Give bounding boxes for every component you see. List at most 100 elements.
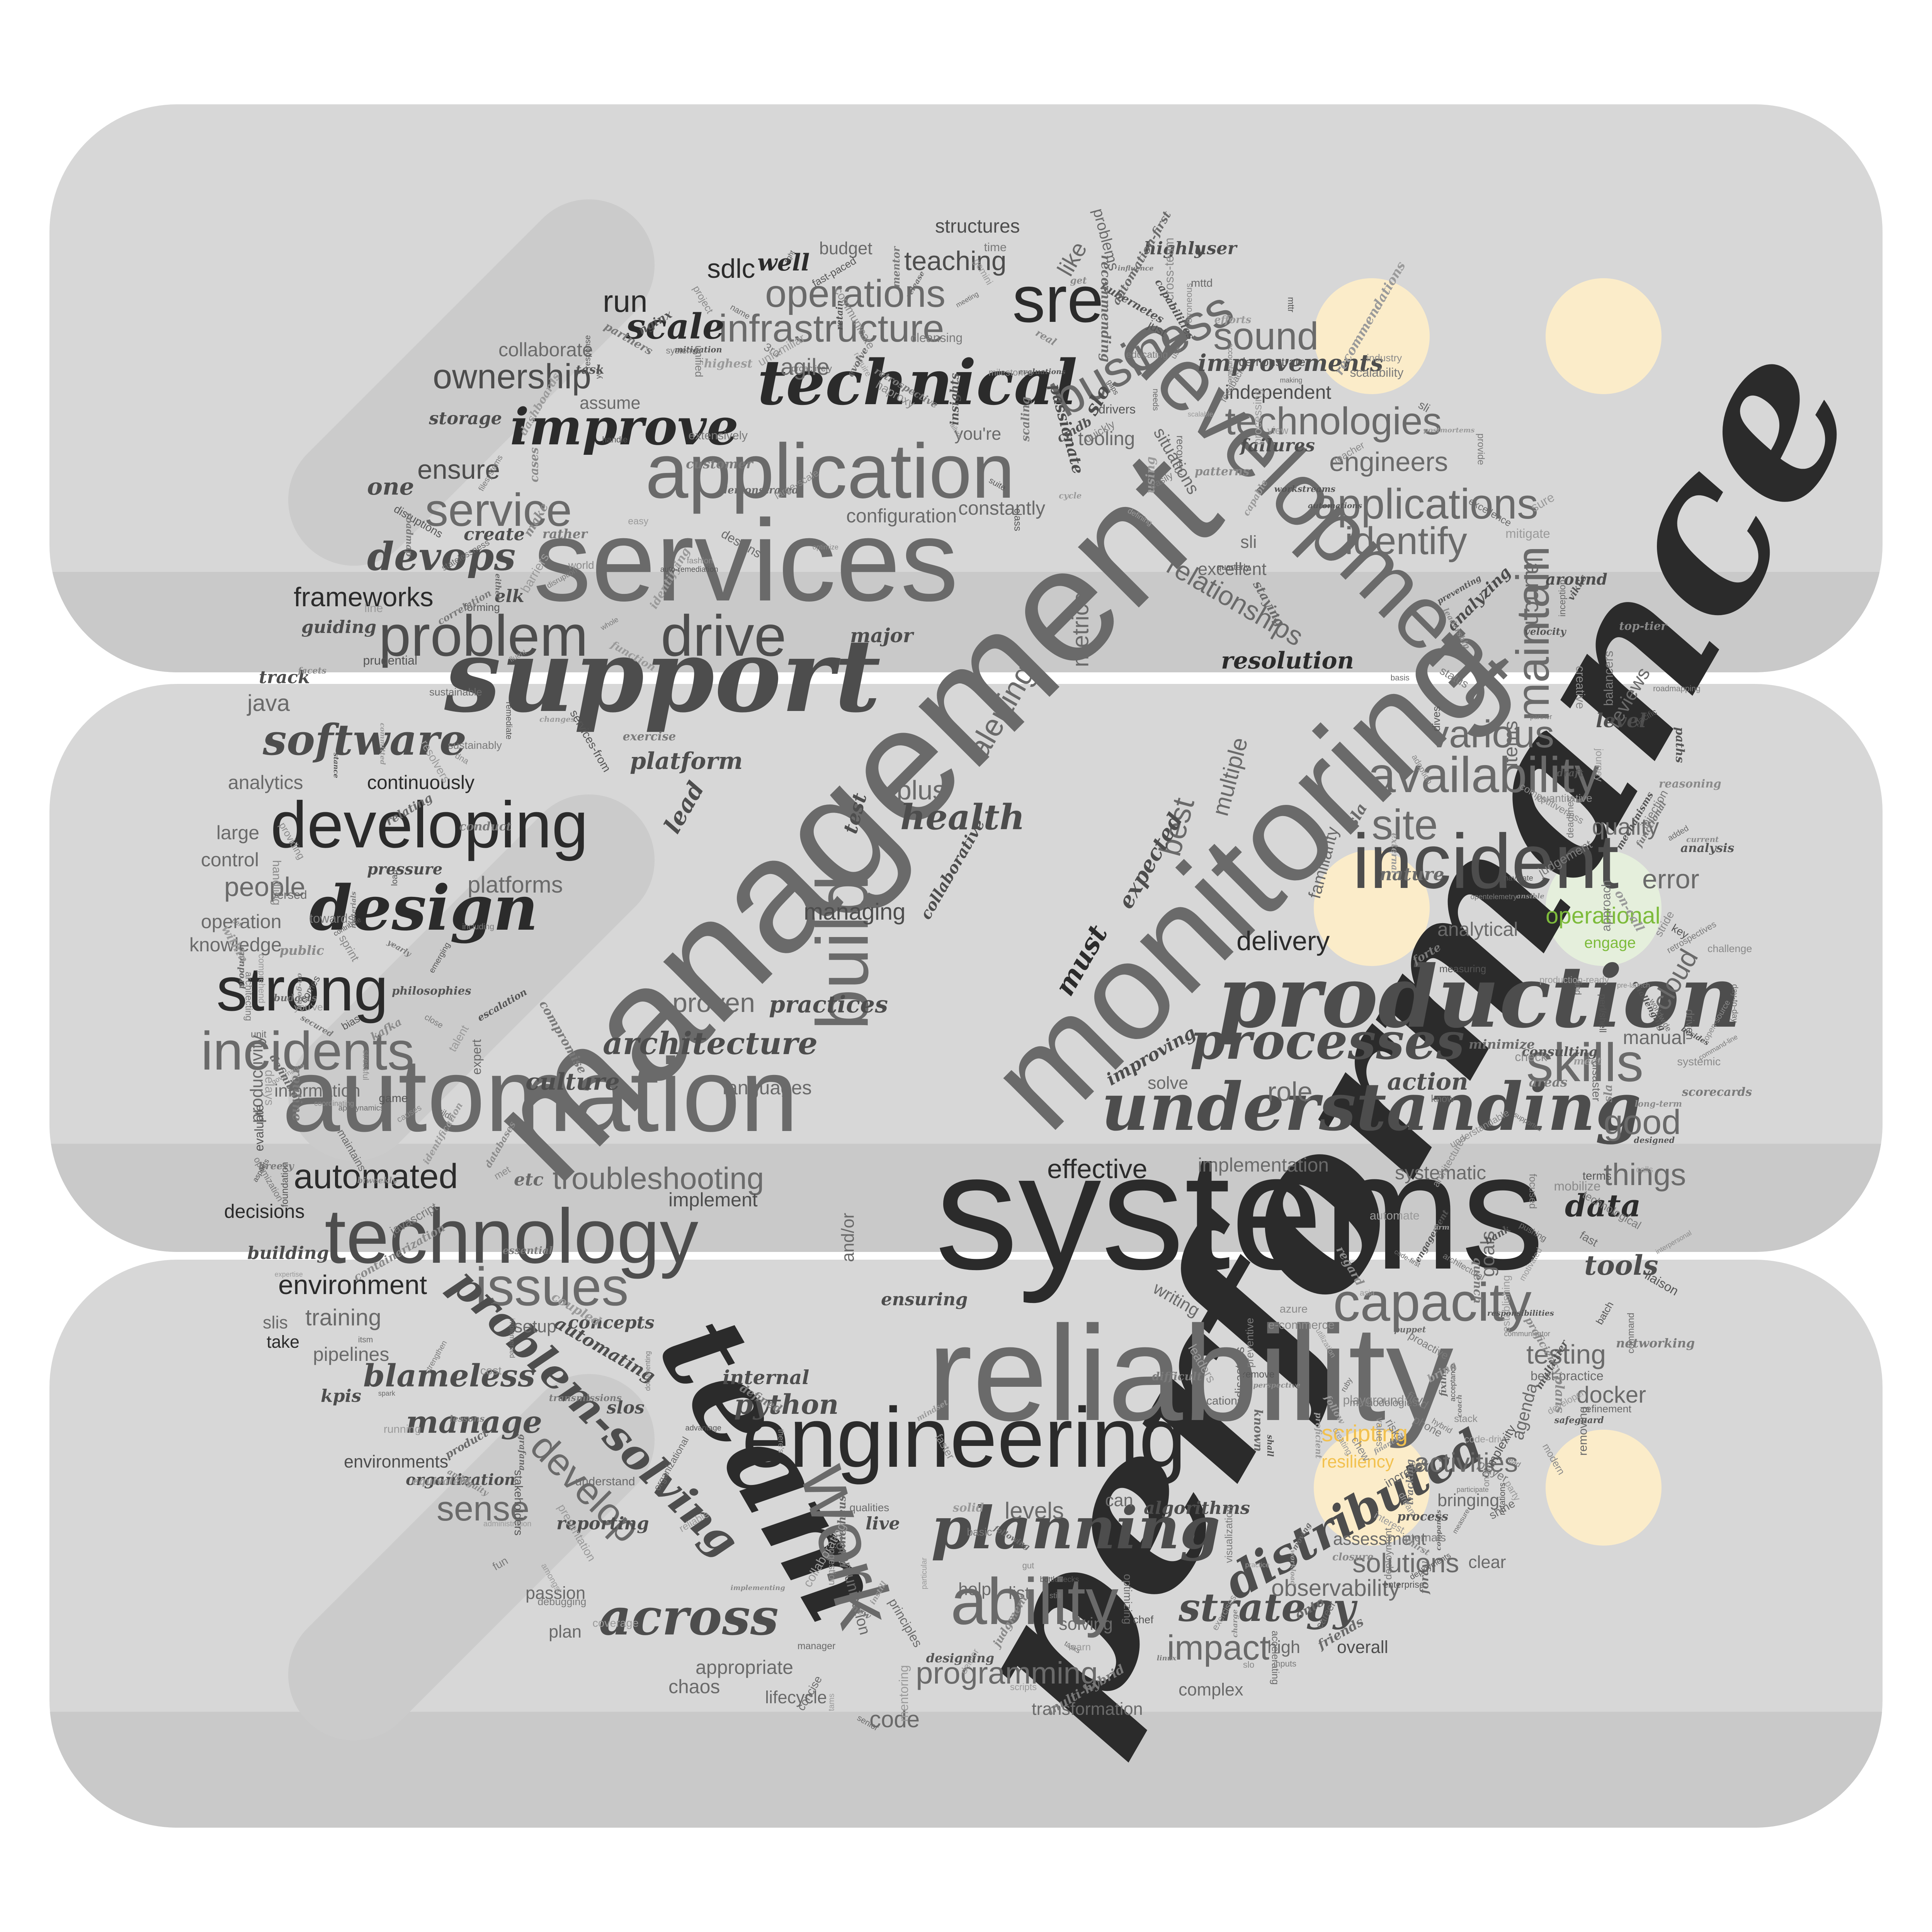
word-docker: docker xyxy=(1577,1382,1646,1408)
word-ability: ability xyxy=(951,1565,1119,1638)
minor-word: workload xyxy=(1288,1549,1297,1586)
word-java: java xyxy=(247,690,290,716)
minor-word: recommending xyxy=(1098,255,1114,362)
word-items: items xyxy=(1500,721,1522,767)
word-things: things xyxy=(1604,1157,1686,1192)
word-processes: processes xyxy=(1190,1012,1465,1071)
minor-word: velocity xyxy=(1524,626,1566,638)
word-structures: structures xyxy=(935,215,1020,237)
minor-word: evaluate xyxy=(252,1104,266,1151)
word-environment: environment xyxy=(278,1270,427,1300)
word-level: level xyxy=(1596,709,1646,732)
minor-word: designing xyxy=(926,1650,994,1665)
word-applications: applications xyxy=(1314,480,1538,528)
minor-word: top-tier xyxy=(1619,619,1667,633)
word-environments: environments xyxy=(344,1452,449,1471)
word-scale: scale xyxy=(626,306,725,347)
minor-word: milestones xyxy=(988,367,1033,378)
word-solve: solve xyxy=(1148,1073,1189,1093)
word-production: production xyxy=(1217,947,1742,1047)
minor-word: meet xyxy=(1573,1056,1602,1068)
minor-word: industry xyxy=(1367,352,1402,364)
word-collaborate: collaborate xyxy=(498,339,593,361)
minor-word: line xyxy=(364,601,383,615)
minor-word: proactively xyxy=(791,364,832,374)
minor-word: paths xyxy=(1673,727,1687,763)
minor-word: architecting xyxy=(243,971,254,1021)
word-storage: storage xyxy=(429,408,502,429)
word-incident: incident xyxy=(1352,818,1619,905)
word-improvements: improvements xyxy=(1198,350,1383,377)
minor-word: processing xyxy=(1251,389,1264,445)
minor-word: firm xyxy=(1433,1223,1450,1232)
minor-word: either xyxy=(493,573,503,600)
word-across: across xyxy=(599,1587,779,1646)
word-and-or: and/or xyxy=(838,1213,858,1262)
word-concepts: concepts xyxy=(568,1312,655,1333)
minor-word: fashion xyxy=(687,556,713,565)
minor-word: closure xyxy=(1332,1551,1374,1563)
minor-word: handle xyxy=(602,435,628,445)
minor-word: production-ready xyxy=(1539,975,1609,985)
minor-word: stack xyxy=(1454,1412,1478,1424)
minor-word: basis xyxy=(1390,673,1410,683)
minor-word: documenting xyxy=(644,1351,652,1391)
minor-word: roadmapping xyxy=(1653,684,1701,694)
minor-word: class xyxy=(1012,508,1024,531)
minor-word: committed xyxy=(378,723,387,765)
minor-word: learn xyxy=(1068,1641,1091,1653)
word-capacity: capacity xyxy=(1333,1272,1532,1332)
minor-word: linux xyxy=(1156,1654,1177,1662)
word-proven: proven xyxy=(672,988,755,1018)
word-planning: planning xyxy=(931,1494,1221,1562)
minor-word: appdynamics xyxy=(338,1104,384,1113)
word-various: various xyxy=(1430,713,1554,756)
minor-word: puppet xyxy=(1394,1325,1426,1335)
minor-word: extensively xyxy=(688,429,748,442)
minor-word: highest xyxy=(704,357,753,371)
word-engage: engage xyxy=(1584,934,1636,951)
word-user: user xyxy=(1194,238,1237,259)
minor-word: gut xyxy=(1022,1560,1034,1570)
word-developing: developing xyxy=(270,788,588,862)
minor-word: quantitative xyxy=(1537,792,1592,804)
word-transformation: transformation xyxy=(1032,1699,1143,1719)
word-health: health xyxy=(900,797,1025,838)
word-identify: identify xyxy=(1345,519,1467,563)
minor-word: shall xyxy=(1265,1434,1276,1457)
word-devops: devops xyxy=(367,534,516,579)
word-around: around xyxy=(1546,570,1607,588)
word-kpis: kpis xyxy=(321,1386,362,1406)
word-automated: automated xyxy=(294,1157,458,1196)
word-one: one xyxy=(367,473,414,500)
word-testing: testing xyxy=(1526,1339,1606,1369)
word-effective: effective xyxy=(1047,1154,1148,1184)
minor-word: get xyxy=(1070,274,1087,286)
word-incidents: incidents xyxy=(201,1020,415,1081)
minor-word: establishing xyxy=(1500,1275,1512,1333)
minor-word: approach xyxy=(1599,880,1613,932)
word-agile: agile xyxy=(781,354,830,380)
word-major: major xyxy=(850,624,913,647)
word-live: live xyxy=(866,1513,900,1534)
word-continuously: continuously xyxy=(367,772,474,793)
word-automation: automation xyxy=(282,1037,798,1153)
minor-word: enterprise xyxy=(1383,1579,1425,1590)
minor-word: mttd xyxy=(1190,277,1213,290)
minor-word: provide xyxy=(1475,433,1486,465)
minor-word: locations xyxy=(1197,1394,1243,1407)
word-platform: platform xyxy=(630,748,743,775)
word-issues: issues xyxy=(475,1256,629,1317)
word-analytics: analytics xyxy=(228,772,303,793)
status-light-top-2 xyxy=(1546,278,1662,394)
word-managing: managing xyxy=(804,899,906,925)
minor-word: challenge xyxy=(1707,943,1752,955)
status-light-bottom-1 xyxy=(1314,1430,1430,1546)
word-overall: overall xyxy=(1337,1637,1388,1657)
word-chaos: chaos xyxy=(668,1676,720,1697)
word-people: people xyxy=(224,872,306,902)
minor-word: difficult xyxy=(1152,1369,1202,1383)
minor-word: pre-launch xyxy=(1617,981,1650,990)
minor-word: mobilize xyxy=(1554,1179,1601,1193)
minor-word: automate xyxy=(1369,1208,1420,1222)
